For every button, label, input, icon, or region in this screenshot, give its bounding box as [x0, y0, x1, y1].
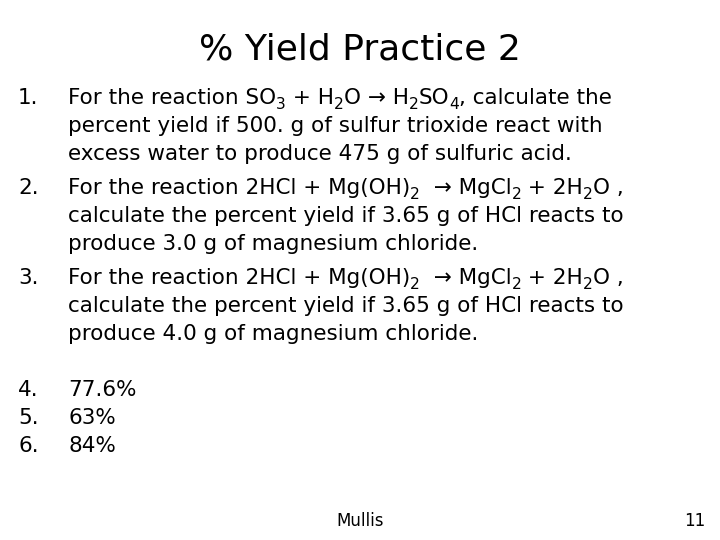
Text: 3.: 3. — [18, 268, 38, 288]
Text: 2: 2 — [410, 186, 420, 201]
Text: 4.: 4. — [18, 380, 39, 400]
Text: 2: 2 — [512, 186, 521, 201]
Text: produce 3.0 g of magnesium chloride.: produce 3.0 g of magnesium chloride. — [68, 234, 478, 254]
Text: 2: 2 — [409, 97, 418, 112]
Text: 2.: 2. — [18, 178, 39, 198]
Text: percent yield if 500. g of sulfur trioxide react with: percent yield if 500. g of sulfur trioxi… — [68, 116, 603, 136]
Text: + 2H: + 2H — [521, 268, 583, 288]
Text: produce 4.0 g of magnesium chloride.: produce 4.0 g of magnesium chloride. — [68, 324, 478, 344]
Text: , calculate the: , calculate the — [459, 88, 612, 108]
Text: 77.6%: 77.6% — [68, 380, 137, 400]
Text: 84%: 84% — [68, 436, 116, 456]
Text: 2: 2 — [583, 186, 593, 201]
Text: 2: 2 — [583, 276, 593, 292]
Text: % Yield Practice 2: % Yield Practice 2 — [199, 32, 521, 66]
Text: calculate the percent yield if 3.65 g of HCl reacts to: calculate the percent yield if 3.65 g of… — [68, 296, 624, 316]
Text: O ,: O , — [593, 178, 624, 198]
Text: excess water to produce 475 g of sulfuric acid.: excess water to produce 475 g of sulfuri… — [68, 144, 572, 164]
Text: 3: 3 — [276, 97, 286, 112]
Text: Mullis: Mullis — [336, 512, 384, 530]
Text: 63%: 63% — [68, 408, 116, 428]
Text: + H: + H — [286, 88, 334, 108]
Text: SO: SO — [418, 88, 449, 108]
Text: 6.: 6. — [18, 436, 39, 456]
Text: O → H: O → H — [343, 88, 409, 108]
Text: → MgCl: → MgCl — [420, 178, 512, 198]
Text: 2: 2 — [512, 276, 521, 292]
Text: 11: 11 — [684, 512, 705, 530]
Text: For the reaction 2HCl + Mg(OH): For the reaction 2HCl + Mg(OH) — [68, 268, 410, 288]
Text: → MgCl: → MgCl — [420, 268, 512, 288]
Text: 1.: 1. — [18, 88, 38, 108]
Text: calculate the percent yield if 3.65 g of HCl reacts to: calculate the percent yield if 3.65 g of… — [68, 206, 624, 226]
Text: O ,: O , — [593, 268, 624, 288]
Text: 2: 2 — [410, 276, 420, 292]
Text: For the reaction SO: For the reaction SO — [68, 88, 276, 108]
Text: For the reaction 2HCl + Mg(OH): For the reaction 2HCl + Mg(OH) — [68, 178, 410, 198]
Text: 4: 4 — [449, 97, 459, 112]
Text: 2: 2 — [334, 97, 343, 112]
Text: + 2H: + 2H — [521, 178, 583, 198]
Text: 5.: 5. — [18, 408, 39, 428]
